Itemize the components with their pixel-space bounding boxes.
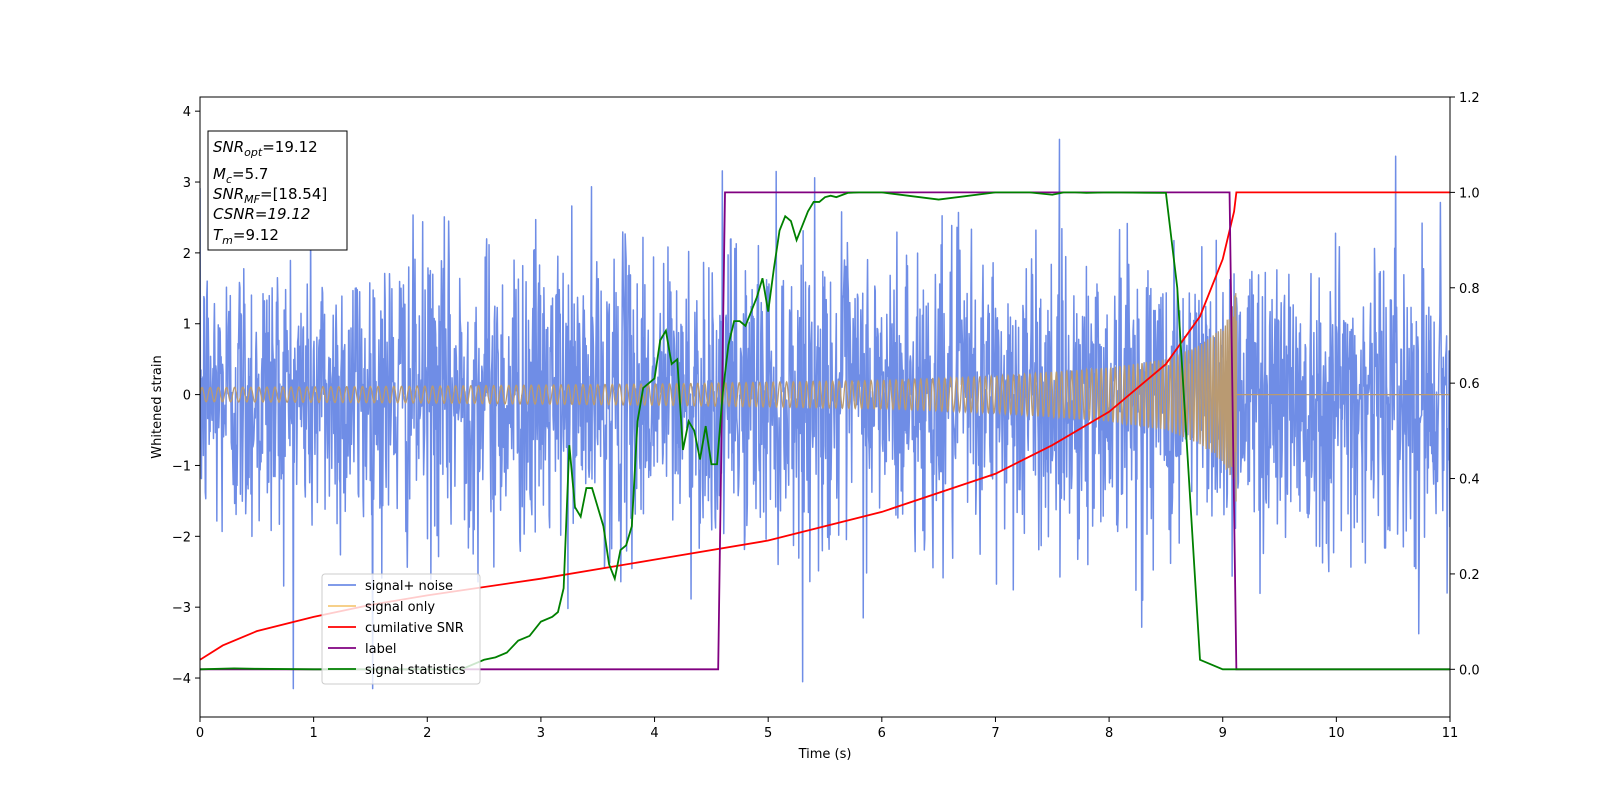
y-left-tick-label: 4	[183, 105, 191, 120]
info-mc: Mc=5.7	[213, 165, 268, 186]
y-left-tick-label: 3	[183, 176, 191, 191]
info-csnr: CSNR=19.12	[213, 205, 310, 223]
x-tick-label: 2	[423, 726, 431, 741]
y-left-axis-ticks: −4 −3 −2 −1 0 1 2 3 4	[172, 105, 200, 687]
info-snr-opt: SNRopt=19.12	[213, 138, 318, 159]
plot-frame	[199, 96, 1451, 718]
x-tick-label: 3	[537, 726, 545, 741]
y-right-tick-label: 1.0	[1459, 186, 1480, 201]
info-snr-mf: SNRMF=[18.54]	[213, 185, 327, 206]
x-tick-label: 8	[1105, 726, 1113, 741]
y-right-tick-label: 0.6	[1459, 377, 1480, 392]
series-signal-noise	[200, 138, 1450, 690]
y-right-axis-ticks: 0.0 0.2 0.4 0.6 0.8 1.0 1.2	[1450, 91, 1480, 678]
legend-label-signal-noise: signal+ noise	[365, 579, 453, 594]
x-axis-label: Time (s)	[798, 747, 852, 762]
info-box: SNRopt=19.12 Mc=5.7 SNRMF=[18.54] CSNR=1…	[207, 130, 348, 251]
series-signal-only	[200, 293, 1450, 502]
y-axis-label: Whitened strain	[150, 355, 165, 458]
legend-label-signal-only: signal only	[365, 600, 435, 615]
y-left-tick-label: 2	[183, 247, 191, 262]
x-tick-label: 9	[1219, 726, 1227, 741]
legend-label-label: label	[365, 642, 396, 657]
x-tick-label: 7	[991, 726, 999, 741]
x-tick-label: 5	[764, 726, 772, 741]
x-tick-label: 6	[878, 726, 886, 741]
legend-label-cumulative-snr: cumilative SNR	[365, 621, 464, 636]
x-axis-ticks: 0 1 2 3 4 5 6 7 8 9 10 11	[196, 717, 1458, 741]
y-left-tick-label: −3	[172, 601, 191, 616]
y-right-tick-label: 0.2	[1459, 568, 1480, 583]
info-tm: Tm=9.12	[213, 226, 279, 247]
y-left-tick-label: −1	[172, 459, 191, 474]
series-signal-statistics	[200, 191, 1450, 671]
x-tick-label: 4	[650, 726, 658, 741]
y-left-tick-label: −2	[172, 530, 191, 545]
legend: signal+ noise signal only cumilative SNR…	[321, 573, 481, 685]
y-right-tick-label: 0.8	[1459, 282, 1480, 297]
x-tick-label: 0	[196, 726, 204, 741]
y-right-tick-label: 0.4	[1459, 473, 1480, 488]
x-tick-label: 11	[1442, 726, 1459, 741]
y-right-tick-label: 0.0	[1459, 663, 1480, 678]
series-cumulative-snr	[200, 191, 1450, 661]
x-tick-label: 10	[1328, 726, 1345, 741]
y-right-tick-label: 1.2	[1459, 91, 1480, 106]
y-left-tick-label: 0	[183, 389, 191, 404]
x-tick-label: 1	[309, 726, 317, 741]
legend-label-signal-statistics: signal statistics	[365, 663, 466, 678]
y-left-tick-label: −4	[172, 672, 191, 687]
y-left-tick-label: 1	[183, 318, 191, 333]
